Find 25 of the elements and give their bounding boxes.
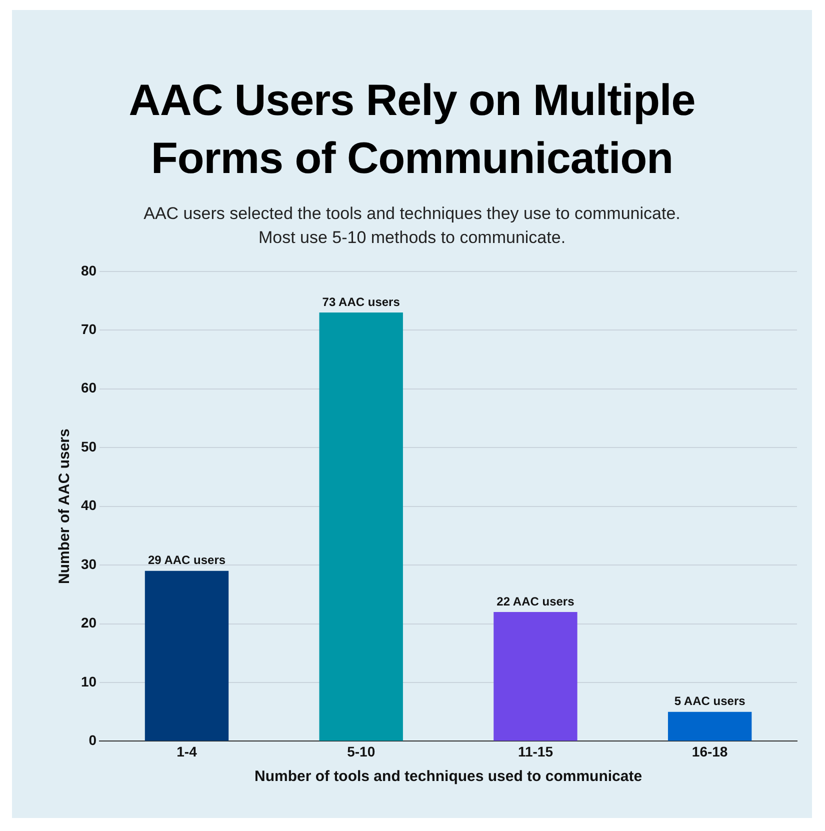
x-tick-label: 16-18 <box>692 743 728 760</box>
bar <box>494 612 578 741</box>
y-tick-label: 20 <box>80 614 97 631</box>
y-tick-label: 40 <box>80 497 97 514</box>
bar <box>319 312 403 741</box>
chart-title: AAC Users Rely on Multiple Forms of Communication <box>128 75 696 185</box>
y-tick-label: 50 <box>80 438 97 454</box>
x-tick-label: 1-4 <box>176 743 198 760</box>
data-label: 22 AAC users <box>496 594 575 608</box>
y-tick-label: 10 <box>80 673 97 690</box>
data-label: 29 AAC users <box>148 553 226 568</box>
y-tick-label: 0 <box>88 732 97 748</box>
x-tick-label: 11-15 <box>518 743 554 760</box>
y-tick-label: 80 <box>80 262 97 278</box>
y-tick-label: 60 <box>80 380 97 396</box>
x-axis-title: Number of tools and techniques used to communicate <box>254 768 642 786</box>
bar <box>668 712 752 741</box>
bar <box>144 570 229 741</box>
y-tick-label: 30 <box>80 556 97 572</box>
x-tick-label: 5-10 <box>347 743 376 760</box>
data-label: 73 AAC users <box>322 294 400 309</box>
y-axis-title: Number of AAC users <box>56 428 74 584</box>
data-label: 5 AAC users <box>674 694 746 708</box>
y-tick-label: 70 <box>80 320 97 337</box>
chart-subtitle: AAC users selected the tools and techniques they use to communicate. Most use 5-10 methods to communicate. <box>142 203 682 249</box>
